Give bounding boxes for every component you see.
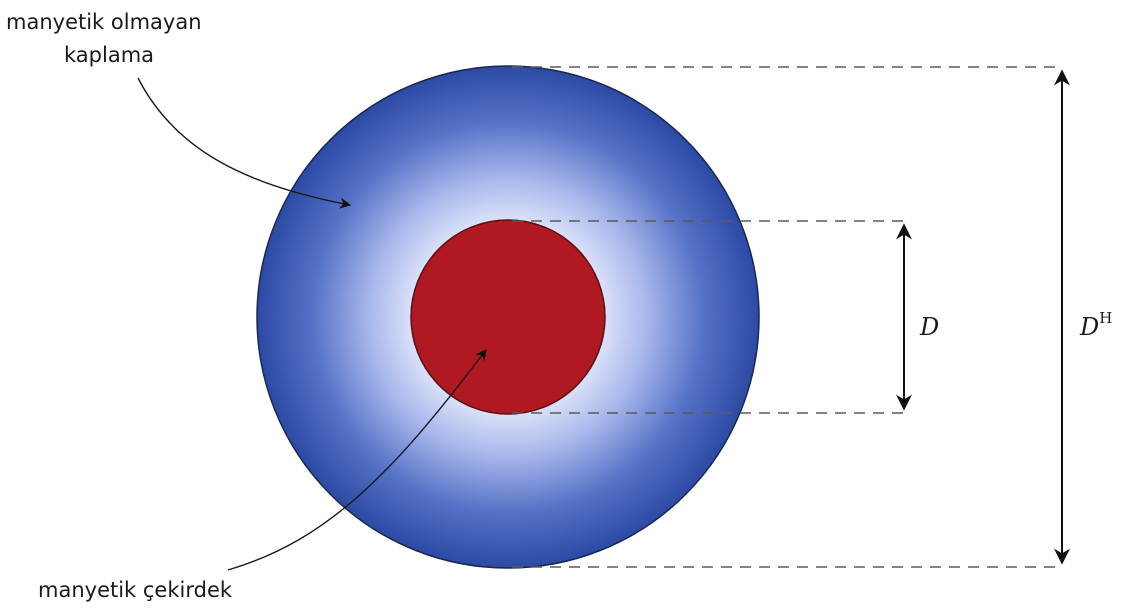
inner-diameter-label: D	[919, 313, 939, 341]
outer-diameter-base: D	[1079, 313, 1099, 341]
coating-label-line2: kaplama	[64, 43, 154, 67]
core-label: manyetik çekirdek	[38, 578, 233, 602]
outer-diameter-label: DH	[1079, 309, 1112, 341]
magnetic-core	[410, 219, 606, 415]
coating-leader-arrow	[137, 77, 352, 209]
coating-label-line1: manyetik olmayan	[6, 10, 202, 34]
outer-diameter-superscript: H	[1099, 309, 1112, 327]
core-leader-arrow	[227, 349, 487, 571]
